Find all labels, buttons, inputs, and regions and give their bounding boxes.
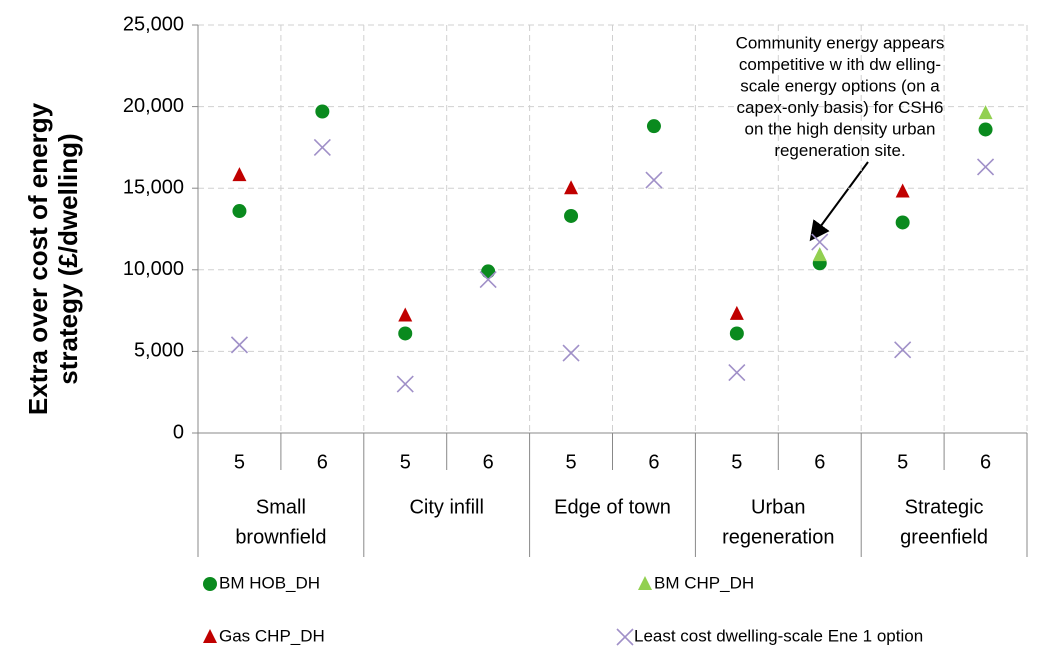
point <box>812 247 827 262</box>
point <box>398 307 413 322</box>
group-label: greenfield <box>900 526 988 548</box>
annotation: on the high density urban <box>745 119 936 138</box>
point <box>396 375 414 393</box>
legend-label: Least cost dwelling-scale Ene 1 option <box>634 626 923 645</box>
annotation: scale energy options (on a <box>740 76 940 95</box>
group-label: Strategic <box>905 496 984 518</box>
point <box>646 119 661 134</box>
point <box>562 344 580 362</box>
x-tick-label: 5 <box>731 451 742 473</box>
point <box>729 305 744 320</box>
point <box>894 341 912 359</box>
group-label: regeneration <box>722 526 834 548</box>
point <box>728 364 746 382</box>
y-tick-label: 15,000 <box>123 176 184 198</box>
legend-marker <box>203 577 217 591</box>
annotation: Community energy appears <box>736 33 945 52</box>
y-axis-title: strategy (£/dwelling) <box>53 133 83 384</box>
point <box>895 215 910 230</box>
y-axis-title: Extra over cost of energy <box>23 102 53 415</box>
annotation-arrow <box>809 161 869 242</box>
x-tick-label: 5 <box>234 451 245 473</box>
legend-label: BM HOB_DH <box>219 573 320 592</box>
point <box>481 264 496 279</box>
point <box>564 208 579 223</box>
legend-marker <box>638 576 652 590</box>
y-tick-label: 0 <box>173 421 184 443</box>
point <box>230 336 249 354</box>
point <box>232 204 247 219</box>
group-label: brownfield <box>235 526 326 548</box>
x-tick-label: 6 <box>814 451 825 473</box>
x-tick-label: 6 <box>317 451 328 473</box>
point <box>811 233 829 251</box>
point <box>398 326 413 341</box>
y-tick-label: 20,000 <box>123 95 184 117</box>
legend-marker <box>203 629 217 643</box>
point <box>232 167 247 182</box>
point <box>978 122 993 137</box>
point <box>315 104 330 119</box>
point <box>729 326 744 341</box>
x-tick-label: 6 <box>648 451 659 473</box>
group-label: Edge of town <box>554 496 671 518</box>
y-tick-label: 25,000 <box>123 13 184 35</box>
y-tick-label: 10,000 <box>123 258 184 280</box>
x-tick-label: 6 <box>483 451 494 473</box>
x-tick-label: 6 <box>980 451 991 473</box>
point <box>564 180 579 195</box>
point <box>313 138 331 156</box>
legend-marker <box>616 628 634 646</box>
group-label: Urban <box>751 496 805 518</box>
legend-label: Gas CHP_DH <box>219 626 325 645</box>
annotation: competitive w ith dw elling- <box>739 55 941 74</box>
x-tick-label: 5 <box>400 451 411 473</box>
point <box>479 271 497 289</box>
point <box>976 158 995 176</box>
point <box>895 183 910 198</box>
x-tick-label: 5 <box>565 451 576 473</box>
legend-label: BM CHP_DH <box>654 573 754 592</box>
point <box>645 171 663 189</box>
x-tick-label: 5 <box>897 451 908 473</box>
point <box>978 105 993 120</box>
annotation: regeneration site. <box>774 141 905 160</box>
y-tick-label: 5,000 <box>134 340 184 362</box>
group-label: Small <box>256 496 306 518</box>
annotation: capex-only basis) for CSH6 <box>737 98 944 117</box>
group-label: City infill <box>409 496 483 518</box>
